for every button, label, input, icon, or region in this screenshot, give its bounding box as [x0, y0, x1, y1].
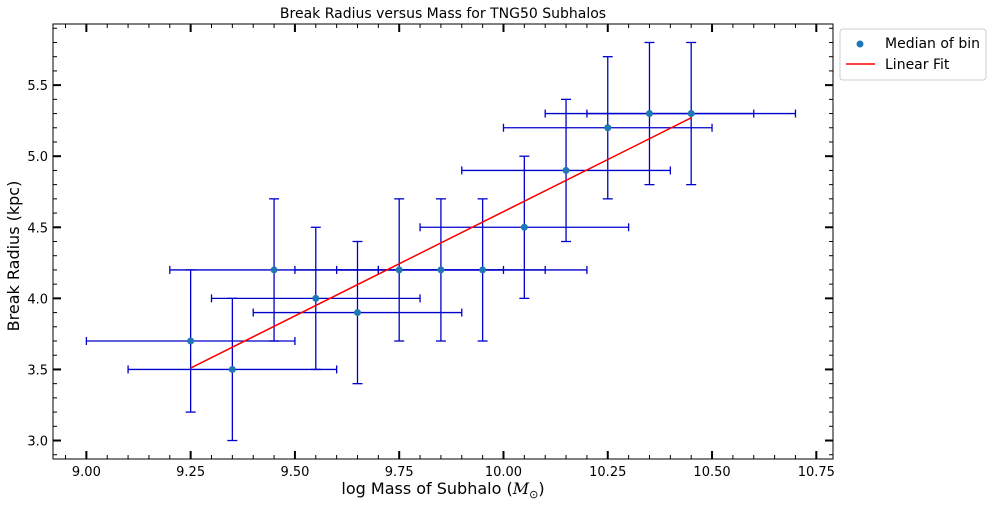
points: [187, 110, 695, 373]
x-tick-label: 10.00: [485, 465, 522, 480]
median-point: [604, 124, 612, 132]
x-axis-title-end: ): [538, 479, 544, 498]
median-point: [353, 309, 361, 317]
legend-box: [839, 28, 987, 81]
y-tick-label: 4.0: [27, 292, 48, 307]
y-tick-label: 3.0: [27, 435, 48, 450]
x-axis-title-text: log Mass of Subhalo (: [341, 479, 512, 498]
x-tick-label: 9.25: [176, 465, 205, 480]
y-tick-label: 5.5: [27, 79, 48, 94]
median-point: [270, 266, 278, 274]
x-tick-label: 9.50: [280, 465, 309, 480]
median-point: [437, 266, 445, 274]
linear-fit-line: [190, 117, 692, 369]
axis-ticks: 9.00 9.25 9.50 9.75 10.00 10.25 10.50 10.75 3.0 3…: [27, 24, 835, 480]
median-point: [687, 110, 695, 118]
x-tick-label: 10.25: [589, 465, 626, 480]
legend-marker-median: [856, 40, 864, 48]
median-point: [187, 337, 195, 345]
x-tick-label: 9.75: [385, 465, 414, 480]
legend: Median of bin Linear Fit: [839, 28, 987, 81]
legend-label-median: Median of bin: [885, 36, 980, 52]
y-tick-label: 5.0: [27, 150, 48, 165]
median-point: [228, 365, 236, 373]
legend-label-fit: Linear Fit: [885, 57, 950, 73]
x-axis-title-sub: ⊙: [529, 488, 538, 501]
median-point: [479, 266, 487, 274]
median-point: [395, 266, 403, 274]
y-tick-label: 3.5: [27, 363, 48, 378]
x-tick-label: 9.00: [72, 465, 101, 480]
y-tick-label: 4.5: [27, 221, 48, 236]
x-axis-title: log Mass of Subhalo (M⊙): [341, 479, 544, 501]
median-point: [312, 294, 320, 302]
y-axis-title: Break Radius (kpc): [4, 181, 23, 332]
x-tick-label: 10.75: [798, 465, 835, 480]
median-point: [645, 110, 653, 118]
median-point: [520, 223, 528, 231]
fit-line-layer: [190, 117, 692, 369]
chart-title: Break Radius versus Mass for TNG50 Subha…: [280, 6, 606, 22]
x-tick-label: 10.50: [693, 465, 730, 480]
median-point: [562, 166, 570, 174]
x-axis-title-math: M: [512, 479, 530, 498]
